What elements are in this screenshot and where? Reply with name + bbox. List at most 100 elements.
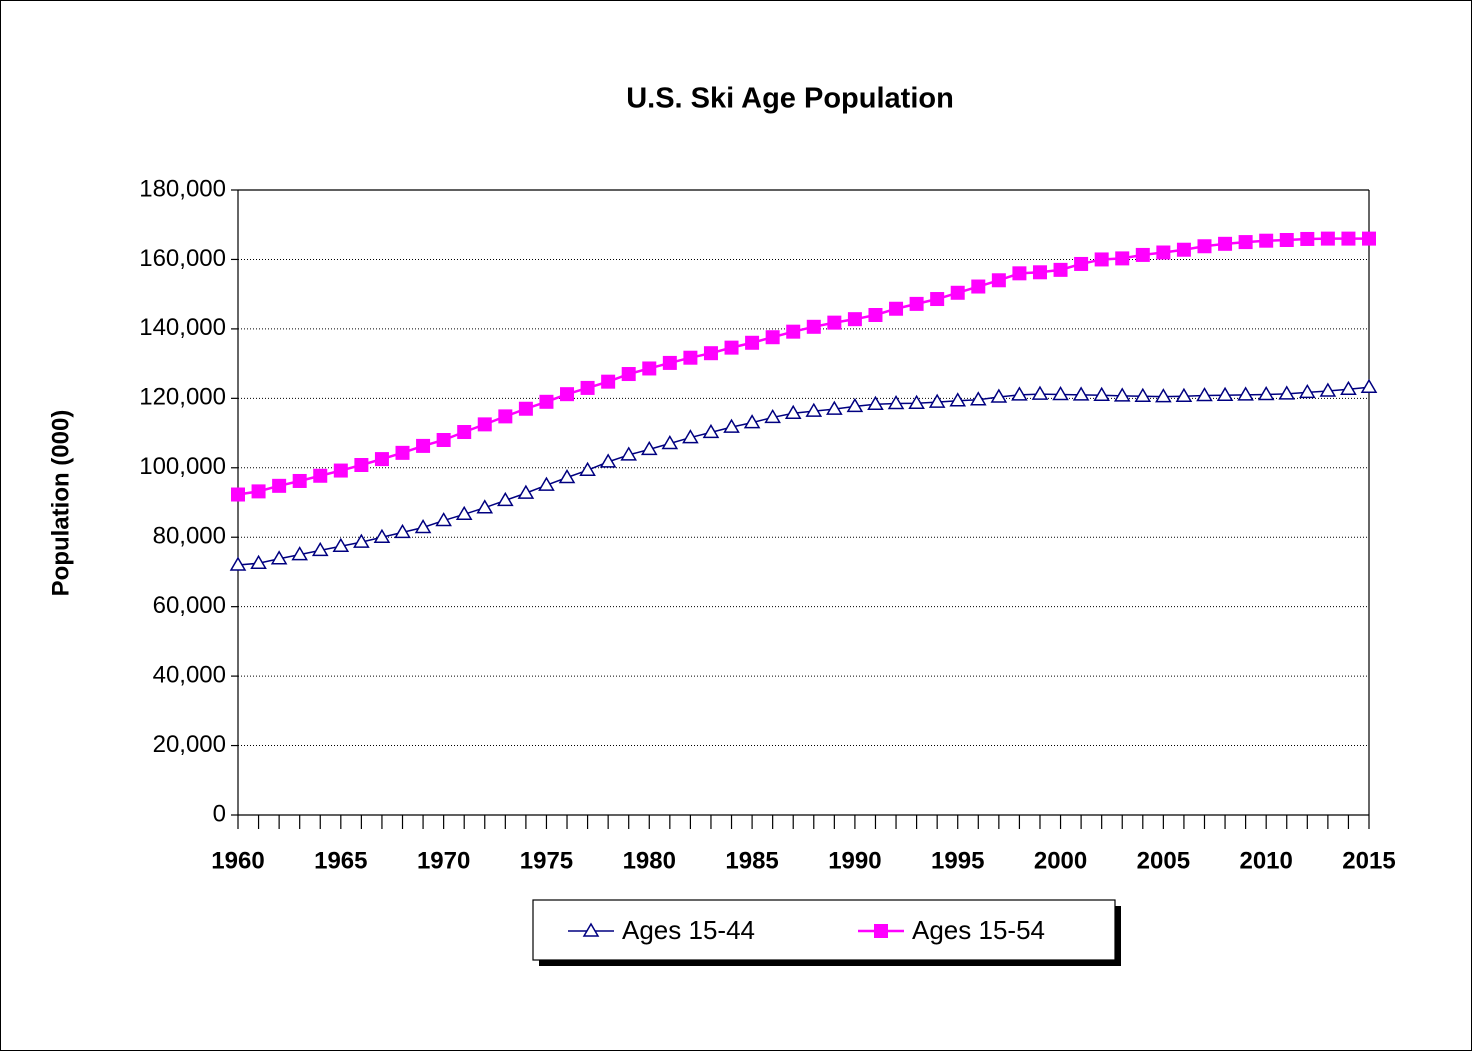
marker-square [1300,231,1315,246]
marker-square [1156,245,1171,260]
marker-triangle [640,440,658,456]
marker-square [827,315,842,330]
marker-square [1238,235,1253,250]
marker-square [1218,236,1233,251]
marker-triangle [1340,380,1357,396]
x-tick-label: 2015 [1342,847,1395,874]
marker-square [539,394,554,409]
marker-triangle [1278,385,1296,400]
y-tick-label: 100,000 [139,453,226,480]
marker-square [642,361,657,376]
marker-triangle [826,400,843,415]
marker-triangle [476,499,494,514]
marker-square [1053,262,1068,277]
marker-square [333,463,348,478]
marker-square [1259,233,1274,248]
legend-label: Ages 15-44 [622,915,755,945]
marker-square [1094,252,1109,267]
marker-square [703,346,718,361]
marker-triangle [1072,386,1090,401]
marker-triangle [538,476,555,491]
legend: Ages 15-44 Ages 15-54 [532,899,1121,966]
marker-square [724,340,739,355]
marker-square [477,417,492,432]
marker-square [1197,239,1212,254]
marker-triangle [1237,386,1254,401]
marker-square [1279,233,1294,247]
marker-triangle [1093,386,1110,401]
marker-square [930,292,945,307]
marker-triangle [291,546,308,561]
marker-square [1012,266,1027,281]
marker-triangle [517,484,535,499]
x-tick-label: 2000 [1034,847,1087,874]
marker-square [560,387,575,402]
marker-square [251,484,266,499]
x-tick-label: 1990 [828,847,881,874]
marker-triangle [620,446,638,461]
marker-triangle [1134,387,1152,402]
marker-square [909,296,924,311]
marker-triangle [743,414,761,429]
marker-triangle [969,391,987,406]
marker-triangle [805,402,823,417]
marker-triangle [1216,386,1234,401]
y-tick-label: 20,000 [153,731,226,758]
marker-triangle [353,533,370,548]
marker-triangle [455,505,473,521]
x-tick-label: 1980 [623,847,676,874]
marker-triangle [579,461,596,476]
marker-triangle [497,491,514,507]
marker-triangle [1155,388,1172,403]
marker-triangle [1196,387,1213,402]
y-tick-label: 120,000 [139,384,226,411]
x-tick-label: 1960 [211,847,264,874]
marker-square [971,279,986,294]
marker-square [868,308,883,322]
marker-triangle [599,453,617,468]
y-tick-label: 80,000 [153,523,226,550]
x-tick-label: 1970 [417,847,470,874]
marker-square [1176,242,1191,257]
marker-square [354,458,369,472]
marker-triangle [1319,382,1337,397]
marker-triangle [582,922,600,937]
x-tick-label: 2010 [1239,847,1292,874]
marker-triangle [435,512,452,527]
y-tick-label: 180,000 [139,175,226,202]
marker-triangle [928,393,946,408]
x-tick-label: 1995 [931,847,984,874]
marker-triangle [373,528,391,543]
marker-square [580,380,595,395]
marker-square [621,367,636,382]
marker-square [847,312,862,327]
x-tick-label: 2005 [1137,847,1190,874]
y-tick-label: 60,000 [153,592,226,619]
marker-square [683,350,698,365]
marker-square [1074,256,1089,271]
marker-square [292,473,307,488]
marker-triangle [250,554,267,570]
marker-triangle [1031,385,1049,400]
y-tick-label: 160,000 [139,245,226,272]
marker-triangle [908,394,925,409]
marker-triangle [723,418,740,433]
marker-triangle [784,404,802,420]
marker-triangle [1299,383,1316,399]
marker-square [231,487,245,502]
y-tick-label: 0 [213,800,226,827]
marker-triangle [846,397,864,413]
marker-triangle [1052,386,1069,401]
marker-triangle [702,423,720,439]
marker-square [765,330,780,345]
marker-triangle [990,388,1008,403]
chart-title: U.S. Ski Age Population [626,83,954,115]
marker-square [1032,265,1047,280]
marker-square [1135,247,1150,262]
marker-triangle [1113,387,1131,402]
marker-square [1115,251,1130,266]
marker-square [313,468,328,483]
y-axis-label: Population (000) [47,410,74,597]
marker-square [745,335,760,350]
marker-square [272,478,287,493]
